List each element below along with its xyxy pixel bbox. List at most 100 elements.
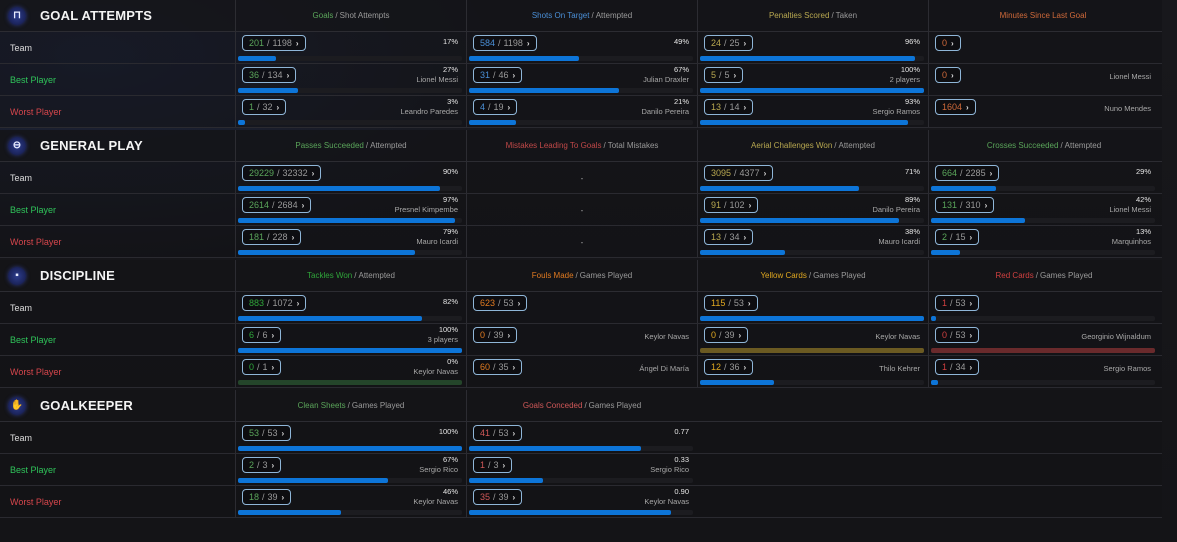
stat-denominator: 53	[733, 298, 744, 308]
column-header-metric: Fouls Made	[531, 271, 574, 280]
stat-value-button[interactable]: 2/15 ›	[935, 229, 980, 245]
player-name[interactable]: Georginio Wijnaldum	[1081, 332, 1151, 341]
stat-separator: /	[262, 428, 265, 438]
column-header: Fouls Made / Games Played	[466, 260, 697, 291]
stat-value-button[interactable]: 3095/4377 ›	[704, 165, 774, 181]
player-name[interactable]: Leandro Paredes	[400, 107, 458, 116]
column-header-denominator: Games Played	[579, 271, 633, 280]
stat-value-button[interactable]: 31/46 ›	[473, 67, 523, 83]
stat-value-button[interactable]: 91/102 ›	[704, 197, 759, 213]
player-name[interactable]: Nuno Mendes	[1104, 104, 1151, 113]
stat-value-button[interactable]: 29229/32332 ›	[242, 165, 322, 181]
stat-separator: /	[493, 428, 496, 438]
player-name[interactable]: Presnel Kimpembe	[394, 205, 458, 214]
stat-value-button[interactable]: 1/3 ›	[473, 457, 513, 473]
player-name[interactable]: Ángel Di María	[639, 364, 689, 373]
stat-numerator: 1	[942, 362, 948, 372]
stat-row-best: Best Player 36/134 › 27% Lionel Messi 31/46 › 6…	[0, 64, 1162, 96]
player-name[interactable]: Lionel Messi	[1109, 72, 1151, 81]
stat-numerator: 24	[711, 38, 722, 48]
stat-value-button[interactable]: 5/5 ›	[704, 67, 744, 83]
player-name[interactable]: Keylor Navas	[413, 497, 458, 506]
player-name[interactable]: Sergio Rico	[419, 465, 458, 474]
stat-denominator: 228	[272, 232, 288, 242]
stat-value-button[interactable]: 53/53 ›	[242, 425, 292, 441]
stat-value-button[interactable]: 4/19 ›	[473, 99, 518, 115]
stat-value-button[interactable]: 131/310 ›	[935, 197, 995, 213]
stat-value-button[interactable]: 201/1198 ›	[242, 35, 306, 51]
player-name[interactable]: Marquinhos	[1111, 237, 1151, 246]
stat-value-button[interactable]: 12/36 ›	[704, 359, 754, 375]
player-name[interactable]: Keylor Navas	[413, 367, 458, 376]
stat-value-button[interactable]: 1/53 ›	[935, 295, 980, 311]
stat-value-button[interactable]: 18/39 ›	[242, 489, 292, 505]
stat-value-button[interactable]: 13/14 ›	[704, 99, 754, 115]
stat-separator: /	[950, 362, 953, 372]
player-name[interactable]: 2 players	[889, 75, 920, 84]
stat-value-button[interactable]: 664/2285 ›	[935, 165, 1000, 181]
stat-value-button[interactable]: 24/25 ›	[704, 35, 754, 51]
card-icon: ▪	[8, 266, 26, 285]
chevron-right-icon: ›	[989, 168, 993, 178]
stat-separator: /	[950, 232, 953, 242]
stat-value-button[interactable]: 6/6 ›	[242, 327, 282, 343]
stat-percentage: 42%	[1135, 195, 1151, 204]
player-name[interactable]: Lionel Messi	[1109, 205, 1151, 214]
player-name[interactable]: Mauro Icardi	[416, 237, 458, 246]
stat-value-button[interactable]: 1604 ›	[935, 99, 976, 115]
stat-denominator: 39	[267, 492, 278, 502]
player-name[interactable]: Keylor Navas	[644, 497, 689, 506]
player-name[interactable]: Sergio Ramos	[872, 107, 920, 116]
progress-bar	[469, 56, 579, 61]
chevron-right-icon: ›	[507, 102, 511, 112]
player-name[interactable]: Julian Draxler	[643, 75, 689, 84]
player-name[interactable]: Thilo Kehrer	[879, 364, 920, 373]
player-name[interactable]: Sergio Rico	[650, 465, 689, 474]
player-name[interactable]: Mauro Icardi	[878, 237, 920, 246]
column-header-separator: /	[365, 141, 369, 150]
chevron-right-icon: ›	[502, 460, 506, 470]
progress-track	[469, 510, 693, 515]
stat-separator: /	[488, 102, 491, 112]
stat-value-button[interactable]: 41/53 ›	[473, 425, 523, 441]
stat-value-button[interactable]: 181/228 ›	[242, 229, 302, 245]
stat-cell: 0 ›	[928, 32, 1159, 63]
stat-value-button[interactable]: 35/39 ›	[473, 489, 523, 505]
stat-value-button[interactable]: 0/39 ›	[473, 327, 518, 343]
player-name[interactable]: Keylor Navas	[644, 332, 689, 341]
column-header-metric: Yellow Cards	[760, 271, 807, 280]
player-name[interactable]: Sergio Ramos	[1103, 364, 1151, 373]
player-name[interactable]: Keylor Navas	[875, 332, 920, 341]
player-name[interactable]: 3 players	[427, 335, 458, 344]
stat-value-button[interactable]: 13/34 ›	[704, 229, 754, 245]
column-header: Aerial Challenges Won / Attempted	[697, 130, 928, 161]
stat-value-button[interactable]: 0 ›	[935, 67, 961, 83]
stat-value-button[interactable]: 0 ›	[935, 35, 961, 51]
stat-value-button[interactable]: 584/1198 ›	[473, 35, 537, 51]
chevron-right-icon: ›	[969, 298, 973, 308]
stat-separator: /	[488, 330, 491, 340]
stat-value-button[interactable]: 115/53 ›	[704, 295, 758, 311]
player-name[interactable]: Danilo Pereira	[872, 205, 920, 214]
stat-value-button[interactable]: 36/134 ›	[242, 67, 297, 83]
stat-value-button[interactable]: 1/32 ›	[242, 99, 287, 115]
stat-value-button[interactable]: 2614/2684 ›	[242, 197, 312, 213]
stat-cell: 2/3 › 67% Sergio Rico	[235, 454, 466, 485]
stat-value-button[interactable]: 0/39 ›	[704, 327, 749, 343]
stat-denominator: 32332	[282, 168, 308, 178]
stat-value-button[interactable]: 0/53 ›	[935, 327, 980, 343]
stat-value-button[interactable]: 623/53 ›	[473, 295, 528, 311]
stat-value-button[interactable]: 1/34 ›	[935, 359, 980, 375]
stat-row-team: Team 53/53 › 100% 41/53 › 0.77	[0, 422, 1162, 454]
player-name[interactable]: Lionel Messi	[416, 75, 458, 84]
section-title-cell: ⊖ GENERAL PLAY	[0, 130, 235, 161]
player-name[interactable]: Danilo Pereira	[641, 107, 689, 116]
stat-value-button[interactable]: 883/1072 ›	[242, 295, 307, 311]
chevron-right-icon: ›	[969, 232, 973, 242]
chevron-right-icon: ›	[512, 492, 516, 502]
stat-value-button[interactable]: 2/3 ›	[242, 457, 282, 473]
progress-track	[469, 478, 693, 483]
stat-value-button[interactable]: 0/1 ›	[242, 359, 282, 375]
column-header-metric: Penalties Scored	[768, 11, 830, 20]
stat-value-button[interactable]: 60/35 ›	[473, 359, 523, 375]
